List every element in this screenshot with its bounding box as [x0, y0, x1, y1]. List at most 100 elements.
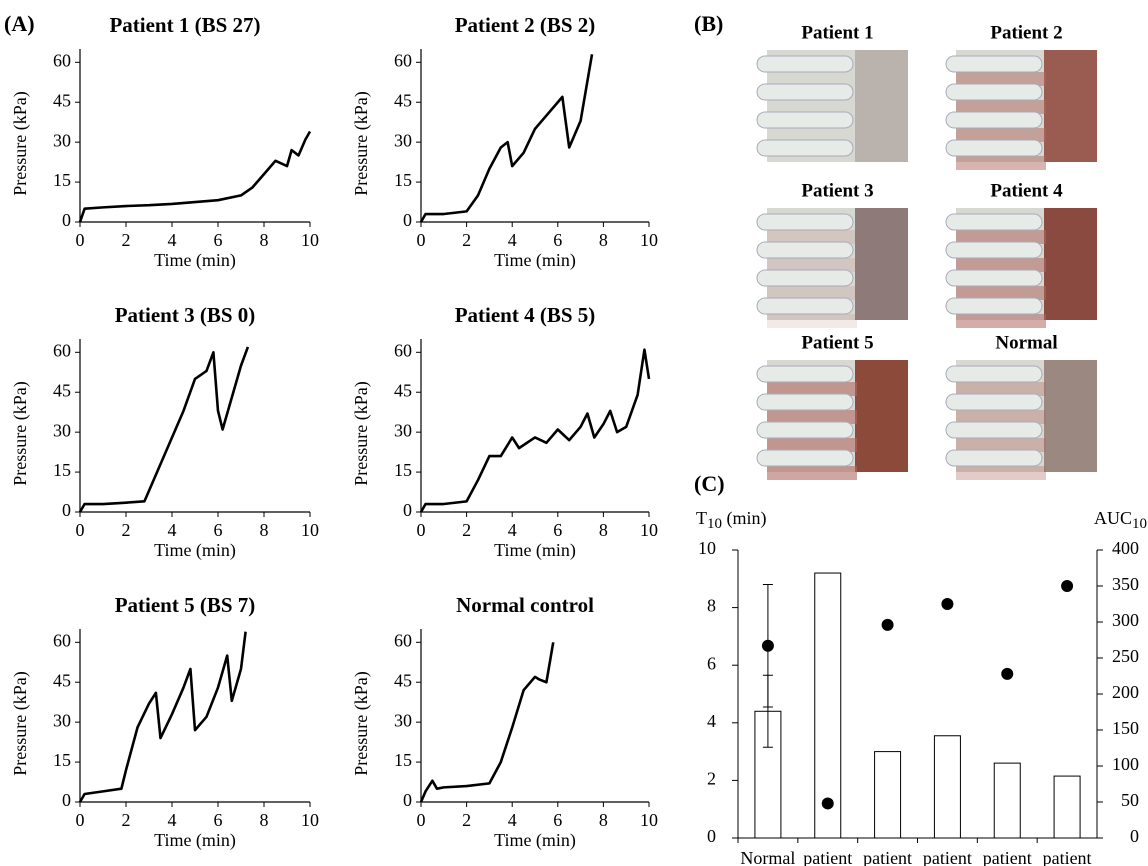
image-label: Patient 1 [801, 22, 873, 43]
channel [945, 139, 1043, 157]
channel [945, 421, 1043, 439]
image [945, 50, 1097, 170]
line [419, 54, 594, 223]
scatter-point [881, 618, 894, 631]
x-tick-label: 10 [640, 810, 658, 830]
y-tick-label: 45 [394, 670, 412, 690]
y-tick-label: 2 [707, 769, 716, 789]
x-tick-label: 0 [76, 520, 85, 540]
x-tick-label: 8 [260, 520, 269, 540]
x-axis-label: Time (min) [494, 830, 576, 851]
y-axis-label: Pressure (kPa) [10, 381, 31, 485]
channel-gap [767, 314, 857, 328]
x-tick-label: 10 [640, 230, 658, 250]
y-tick-label: 15 [53, 460, 71, 480]
x-tick-label: 2 [462, 230, 471, 250]
x-tick-label: 4 [508, 520, 517, 540]
x-tick-label: 10 [301, 520, 319, 540]
bar [933, 735, 961, 839]
image-reservoir [1044, 50, 1097, 162]
panel-label: (B) [694, 11, 723, 36]
channel-gap [956, 286, 1046, 300]
y-tick-label: 4 [707, 711, 716, 731]
x-tick-label: 10 [640, 520, 658, 540]
x-tick-label: 6 [553, 810, 562, 830]
text-part: 10 [1132, 516, 1147, 532]
channel-gap [767, 438, 857, 452]
y-tick-label: 0 [62, 500, 71, 520]
x-tick-label: 8 [260, 230, 269, 250]
chart-title: Patient 5 (BS 7) [115, 593, 256, 617]
y2-tick-label: 100 [1112, 754, 1139, 774]
y-tick-label: 30 [394, 130, 412, 150]
x-tick-label: 6 [214, 520, 223, 540]
channel-gap [956, 438, 1046, 452]
channel [756, 241, 854, 259]
text-part: 10 [707, 516, 722, 532]
scatter-point [941, 598, 954, 610]
y-tick-label: 6 [707, 653, 716, 673]
panel-label: (C) [694, 471, 725, 496]
x-tick-label: 4 [168, 810, 177, 830]
line [419, 642, 555, 803]
y-tick-label: 60 [394, 630, 412, 650]
y-axis-label: Pressure (kPa) [351, 671, 372, 775]
channel [756, 213, 854, 231]
x-tick-label: 10 [301, 230, 319, 250]
x-tick-label: 6 [214, 810, 223, 830]
line [78, 130, 312, 223]
scatter-point [821, 797, 834, 810]
x-tick-label: 0 [76, 810, 85, 830]
channel [756, 365, 854, 383]
y-axis-label: Pressure (kPa) [10, 671, 31, 775]
channel [945, 269, 1043, 287]
x-axis-label: Time (min) [154, 830, 236, 851]
x-axis-label: Time (min) [154, 540, 236, 561]
channel [945, 111, 1043, 129]
channel [945, 393, 1043, 411]
image-label: Patient 4 [990, 180, 1063, 201]
image [756, 208, 908, 328]
y2-axis-label: AUC10 [1094, 508, 1147, 532]
x-axis-label: Time (min) [494, 540, 576, 561]
channel [756, 139, 854, 157]
image-reservoir [855, 208, 908, 320]
y-tick-label: 10 [698, 538, 716, 558]
y-tick-label: 45 [53, 380, 71, 400]
x-tick-label: 4 [168, 230, 177, 250]
error-bar [762, 584, 773, 708]
y2-tick-label: 50 [1121, 790, 1139, 810]
image [945, 208, 1097, 328]
channel-gap [956, 72, 1046, 86]
channel-gap [767, 466, 857, 480]
x-tick-label: 0 [417, 520, 426, 540]
bar [814, 572, 842, 839]
y-tick-label: 15 [394, 170, 412, 190]
chart-title: Patient 2 (BS 2) [455, 13, 596, 37]
chart-title: Patient 3 (BS 0) [115, 303, 256, 327]
x-tick-label: 4 [508, 230, 517, 250]
x-tick-label: 2 [462, 810, 471, 830]
scatter-point [1061, 580, 1074, 592]
text-part: (min) [722, 508, 767, 529]
channel [756, 83, 854, 101]
channel-gap [956, 410, 1046, 424]
channel [945, 365, 1043, 383]
channel-gap [956, 230, 1046, 244]
channel-gap [767, 410, 857, 424]
channel [945, 55, 1043, 73]
y-tick-label: 45 [53, 90, 71, 110]
y2-tick-label: 150 [1112, 718, 1139, 738]
x-tick-label: patient4 [983, 848, 1032, 866]
line [78, 631, 247, 803]
channel-gap [956, 382, 1046, 396]
channel-gap [956, 128, 1046, 142]
bar [1053, 775, 1081, 839]
y-tick-label: 0 [707, 826, 716, 846]
y-tick-label: 30 [53, 130, 71, 150]
channel [945, 449, 1043, 467]
y2-tick-label: 250 [1112, 646, 1139, 666]
image-label: Patient 2 [990, 22, 1062, 43]
channel-gap [767, 258, 857, 272]
